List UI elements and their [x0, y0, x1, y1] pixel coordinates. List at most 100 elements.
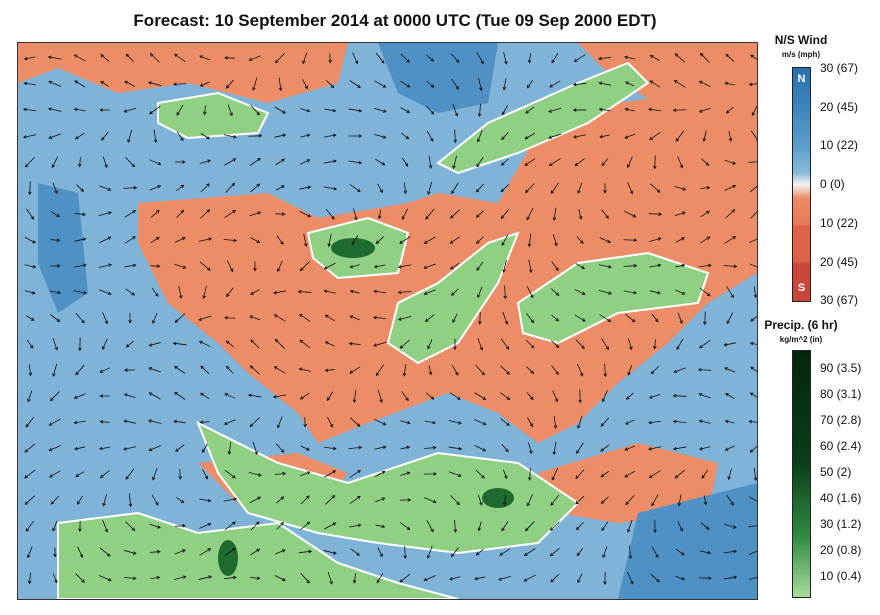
- wind-arrow: [624, 55, 636, 60]
- wind-arrow: [749, 496, 757, 502]
- wind-arrow: [349, 366, 361, 374]
- wind-arrow: [324, 446, 337, 451]
- wind-arrow: [424, 420, 437, 425]
- wind-arrow: [649, 132, 661, 141]
- wind-arrow: [73, 420, 86, 425]
- wind-arrow: [703, 311, 707, 326]
- wind-arrow: [324, 522, 337, 530]
- wind-arrow: [273, 314, 286, 322]
- wind-arrow: [74, 80, 86, 88]
- wind-arrow: [324, 341, 335, 347]
- wind-arrow: [397, 264, 412, 269]
- wind-arrow: [648, 107, 662, 112]
- wind-arrow: [601, 338, 609, 351]
- wind-arrow: [249, 496, 262, 504]
- wind-arrow: [748, 82, 757, 87]
- wind-arrow: [723, 342, 736, 347]
- wind-arrow: [176, 104, 184, 116]
- wind-arrow: [78, 520, 82, 533]
- wind-arrow: [174, 237, 186, 243]
- wind-arrow: [252, 77, 258, 91]
- wind-arrow: [673, 367, 687, 374]
- wind-arrow: [99, 185, 112, 191]
- wind-arrow: [601, 521, 609, 532]
- wind-arrow: [552, 207, 557, 221]
- wind-arrow: [423, 289, 436, 295]
- wind-arrow: [299, 210, 312, 218]
- wind-arrow: [374, 418, 387, 426]
- wind-arrow: [300, 133, 311, 138]
- wind-arrow: [597, 56, 612, 61]
- wind-arrow: [724, 419, 735, 424]
- wind-arrow: [299, 313, 311, 322]
- wind-arrow: [148, 367, 162, 373]
- wind-arrow: [578, 389, 582, 404]
- precip-tick-label: 40 (1.6): [820, 491, 862, 505]
- wind-tick-label: 30 (67): [820, 61, 859, 75]
- forecast-map[interactable]: [17, 42, 758, 600]
- wind-arrow: [223, 238, 238, 243]
- wind-arrow: [278, 77, 283, 92]
- wind-arrow: [178, 285, 183, 299]
- wind-arrow: [76, 184, 85, 193]
- precip-tick-label: 20 (0.8): [820, 543, 862, 557]
- wind-arrow: [753, 467, 757, 482]
- wind-arrow: [698, 446, 711, 451]
- wind-arrow: [372, 315, 387, 320]
- wind-arrow: [475, 210, 484, 218]
- wind-arrow: [101, 131, 109, 141]
- wind-arrow: [750, 209, 757, 219]
- wind-arrow: [548, 107, 562, 113]
- wind-arrow: [725, 106, 734, 114]
- wind-arrow: [298, 367, 311, 372]
- wind-arrow: [526, 494, 533, 507]
- wind-arrow: [375, 158, 386, 166]
- wind-arrow: [674, 185, 687, 191]
- wind-arrow: [272, 394, 287, 399]
- wind-tick-label: 0 (0): [820, 177, 845, 192]
- wind-arrow: [99, 470, 110, 479]
- wind-arrow: [700, 185, 711, 190]
- wind-arrow: [124, 236, 136, 244]
- wind-arrow: [224, 209, 237, 218]
- wind-arrow: [377, 389, 383, 403]
- wind-arrow: [625, 495, 635, 506]
- wind-arrow: [677, 156, 684, 169]
- wind-arrow: [377, 547, 383, 558]
- wind-arrow: [574, 289, 586, 295]
- wind-arrow: [248, 472, 262, 477]
- wind-arrow: [124, 80, 136, 87]
- wind-arrow: [603, 571, 607, 585]
- wind-arrow: [672, 419, 687, 424]
- wind-arrow: [150, 209, 160, 218]
- precip-tick-label: 30 (1.2): [820, 517, 862, 531]
- wind-arrow: [401, 157, 409, 167]
- wind-arrow: [148, 342, 161, 347]
- wind-arrow: [673, 80, 686, 88]
- wind-arrow: [275, 443, 285, 453]
- precip-tick-label: 10 (0.4): [820, 569, 862, 583]
- wind-arrow: [653, 155, 657, 170]
- wind-arrow: [124, 263, 137, 268]
- wind-arrow: [250, 237, 261, 243]
- wind-legend-units: m/s (mph): [781, 50, 821, 59]
- precip-tick-label: 50 (2): [820, 465, 852, 479]
- wind-arrow: [576, 236, 584, 245]
- wind-arrow: [297, 289, 312, 294]
- wind-arrow: [226, 365, 234, 374]
- wind-arrow: [98, 289, 112, 296]
- wind-arrow: [25, 416, 35, 428]
- wind-arrow: [73, 393, 86, 399]
- wind-arrow: [175, 160, 186, 164]
- wind-arrow: [575, 522, 584, 531]
- wind-arrow: [749, 550, 757, 555]
- wind-arrow: [348, 160, 363, 165]
- wind-arrow: [724, 159, 737, 165]
- wind-arrow: [575, 263, 585, 269]
- wind-arrow: [47, 55, 62, 60]
- wind-arrow: [203, 105, 207, 116]
- wind-arrow: [174, 524, 186, 528]
- wind-arrow: [52, 338, 58, 351]
- wind-arrow: [274, 53, 285, 64]
- wind-arrow: [598, 107, 611, 112]
